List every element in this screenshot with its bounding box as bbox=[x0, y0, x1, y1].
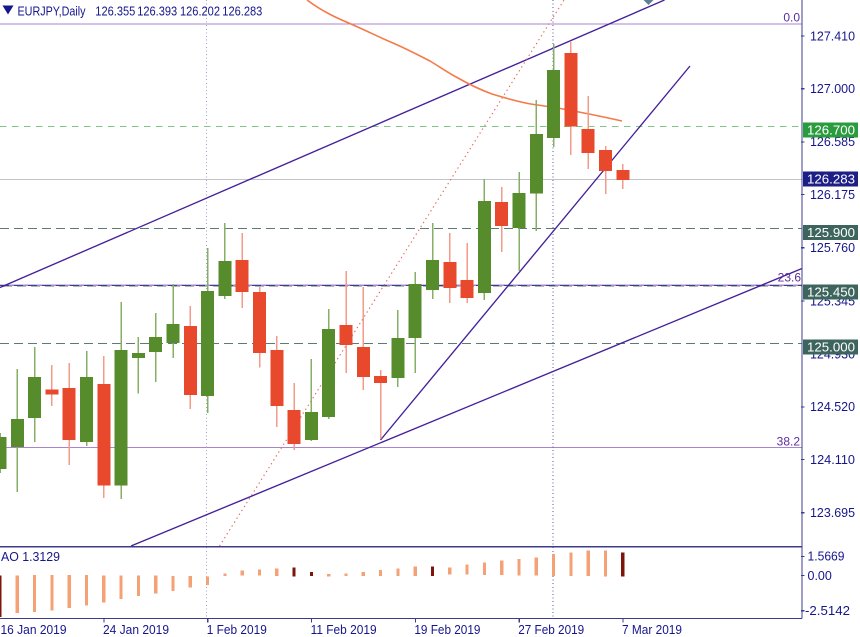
svg-text:124.520: 124.520 bbox=[810, 400, 855, 414]
svg-text:-2.5142: -2.5142 bbox=[805, 604, 850, 618]
svg-text:126.175: 126.175 bbox=[810, 188, 855, 202]
svg-text:0.0: 0.0 bbox=[783, 11, 800, 25]
svg-text:125.450: 125.450 bbox=[807, 286, 855, 300]
svg-text:125.900: 125.900 bbox=[807, 226, 855, 240]
svg-text:27 Feb 2019: 27 Feb 2019 bbox=[518, 623, 584, 637]
svg-text:11 Feb 2019: 11 Feb 2019 bbox=[311, 623, 377, 637]
svg-text:126.283: 126.283 bbox=[807, 173, 855, 187]
svg-text:125.760: 125.760 bbox=[810, 241, 855, 255]
svg-text:38.2: 38.2 bbox=[777, 435, 801, 449]
svg-text:7 Mar 2019: 7 Mar 2019 bbox=[622, 623, 682, 637]
svg-text:127.410: 127.410 bbox=[810, 29, 855, 43]
svg-text:19 Feb 2019: 19 Feb 2019 bbox=[414, 623, 480, 637]
svg-text:1.5669: 1.5669 bbox=[808, 550, 845, 564]
svg-text:124.110: 124.110 bbox=[810, 453, 855, 467]
svg-text:125.000: 125.000 bbox=[807, 341, 855, 355]
svg-text:126.585: 126.585 bbox=[810, 135, 855, 149]
svg-text:16 Jan 2019: 16 Jan 2019 bbox=[1, 623, 67, 637]
svg-text:AO 1.3129: AO 1.3129 bbox=[1, 550, 60, 564]
svg-text:0.00: 0.00 bbox=[808, 569, 832, 583]
svg-text:126.700: 126.700 bbox=[807, 124, 855, 138]
svg-text:23.6: 23.6 bbox=[778, 271, 802, 285]
svg-text:24 Jan 2019: 24 Jan 2019 bbox=[103, 623, 169, 637]
svg-text:127.000: 127.000 bbox=[810, 82, 855, 96]
svg-text:123.695: 123.695 bbox=[810, 506, 855, 520]
svg-text:1 Feb 2019: 1 Feb 2019 bbox=[207, 623, 267, 637]
